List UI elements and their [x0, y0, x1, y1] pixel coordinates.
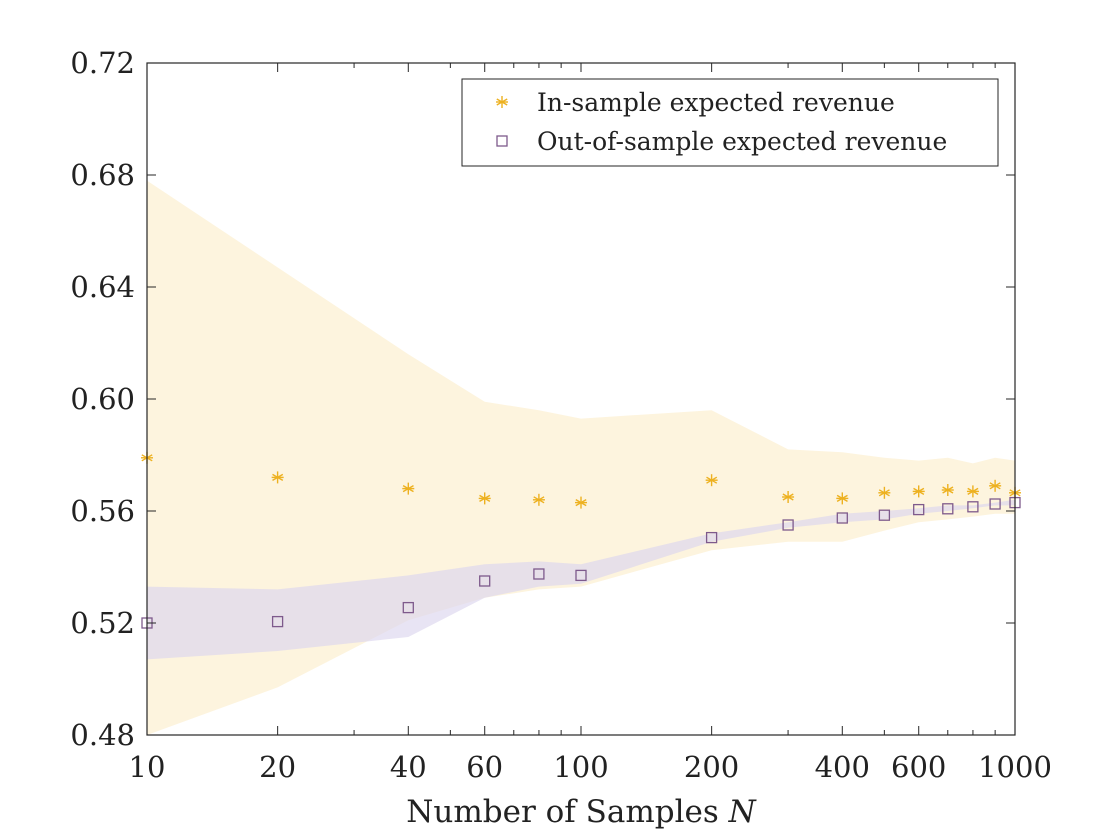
out-of-sample-point — [967, 501, 979, 513]
y-tick-label: 0.56 — [70, 494, 135, 528]
out-of-sample-point — [913, 503, 925, 516]
x-tick-label: 10 — [129, 750, 166, 784]
out-of-sample-point — [989, 498, 1001, 510]
legend-marker-square — [496, 135, 508, 147]
out-of-sample-point — [402, 601, 414, 614]
legend-label: In-sample expected revenue — [537, 88, 895, 117]
in-sample-point — [989, 479, 1002, 492]
in-sample-point — [941, 484, 954, 496]
out-of-sample-point — [705, 531, 718, 544]
out-of-sample-point — [271, 615, 284, 628]
axis-ticks — [147, 62, 1015, 736]
out-of-sample-point — [575, 569, 587, 582]
out-of-sample-point — [782, 519, 794, 531]
out-of-sample-point — [479, 575, 491, 587]
legend-label: Out-of-sample expected revenue — [537, 127, 947, 156]
in-sample-point — [966, 485, 979, 498]
in-sample-point — [878, 486, 891, 499]
in-sample-point — [836, 492, 849, 505]
y-tick-label: 0.64 — [70, 270, 135, 304]
legend-marker-asterisk — [496, 96, 508, 108]
legend-box — [461, 78, 999, 167]
x-axis-title-text: Number of Samples — [406, 794, 718, 830]
in-sample-point — [912, 485, 925, 498]
out-of-sample-point — [942, 503, 954, 515]
y-tick-label: 0.60 — [70, 382, 135, 416]
y-tick-label: 0.68 — [70, 158, 135, 192]
x-tick-label: 600 — [891, 750, 946, 784]
in-sample-point — [782, 491, 795, 503]
in-sample-point — [271, 471, 284, 484]
y-tick-label: 0.72 — [70, 46, 135, 80]
in-sample-point — [532, 493, 545, 506]
band-in-sample — [147, 180, 1015, 736]
x-tick-label: 20 — [259, 750, 296, 784]
band-out-of-sample — [147, 499, 1015, 660]
legend: In-sample expected revenue Out-of-sample … — [461, 78, 999, 167]
y-tick-label: 0.52 — [70, 606, 135, 640]
axis-tick-labels: 10 20 40 60 100 200 400 600 1000 0.48 0.52 0.56 0.60… — [70, 46, 1051, 784]
y-tick-label: 0.48 — [70, 718, 135, 752]
out-of-sample-point — [836, 512, 848, 524]
x-axis-title-symbol: N — [728, 794, 758, 830]
in-sample-point — [575, 496, 587, 509]
out-of-sample-point — [533, 568, 545, 580]
x-axis-title: Number of Samples N — [406, 794, 757, 830]
in-sample-point — [478, 492, 491, 505]
x-tick-label: 60 — [466, 750, 503, 784]
x-tick-label: 200 — [684, 750, 739, 784]
in-sample-point — [402, 482, 415, 495]
x-tick-label: 40 — [390, 750, 427, 784]
x-tick-label: 100 — [553, 750, 608, 784]
x-tick-label: 1000 — [978, 750, 1052, 784]
confidence-bands — [147, 180, 1015, 736]
out-of-sample-point — [878, 509, 891, 521]
in-sample-point — [705, 474, 718, 487]
x-tick-label: 400 — [815, 750, 870, 784]
